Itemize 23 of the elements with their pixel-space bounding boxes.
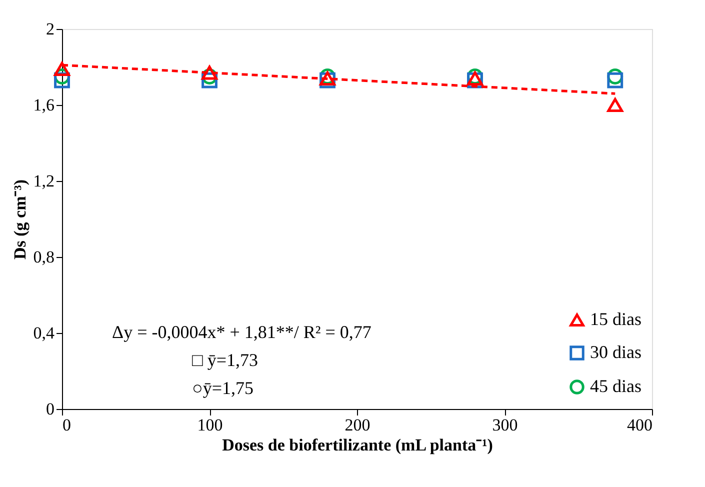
point: [607, 72, 624, 88]
x-tick-label: 100: [197, 416, 223, 434]
point: [202, 66, 218, 80]
y-tick-label: 0,8: [33, 248, 54, 266]
x-tick-label: 300: [492, 416, 518, 434]
y-axis-title: Ds (g cm⁻³): [10, 179, 30, 260]
legend-label: 45 dias: [590, 376, 642, 396]
legend-label: 15 dias: [590, 309, 642, 329]
x-axis-title: Doses de biofertilizante (mL planta⁻¹): [222, 436, 493, 454]
annotation: □ ȳ=1,73: [192, 350, 258, 370]
y-tick-label: 1,2: [33, 172, 54, 190]
x-tick-label: 0: [62, 416, 71, 434]
legend-label: 30 dias: [590, 342, 642, 362]
x-tick-label: 400: [627, 416, 652, 434]
y-tick-label: 0,4: [33, 324, 55, 342]
point: [54, 62, 70, 76]
x-tick-label: 200: [344, 416, 370, 434]
annotation: ○ȳ=1,75: [192, 378, 254, 398]
y-tick-label: 0: [46, 400, 54, 418]
point: [607, 98, 624, 112]
annotation: Δy = -0,0004x* + 1,81**/ R² = 0,77: [112, 322, 372, 342]
y-tick-label: 2: [46, 20, 54, 38]
y-tick-label: 1,6: [33, 96, 54, 114]
